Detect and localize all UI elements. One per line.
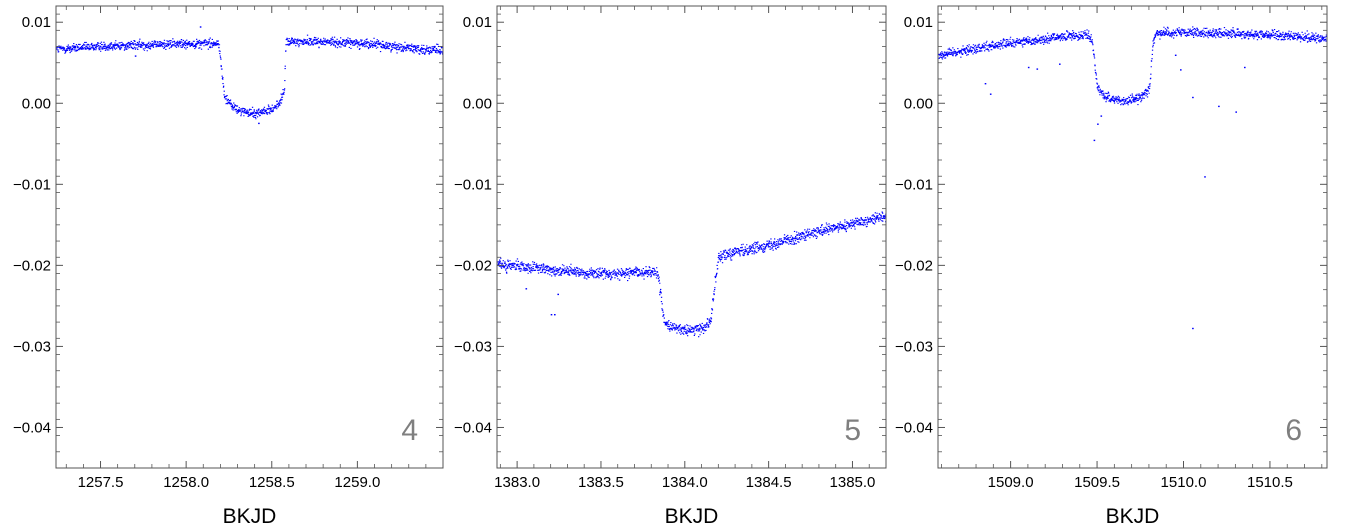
outlier-point: [1192, 96, 1194, 99]
data-points: [56, 26, 443, 125]
outlier-point: [1218, 105, 1220, 108]
y-tick-label: −0.02: [13, 257, 51, 274]
outlier-point: [199, 26, 202, 28]
panel-4: 0.01 0.00 −0.01 −0.02 −0.03 −0.04 1257.5 1258.0…: [13, 5, 444, 528]
x-axis-title: BKJD: [1106, 505, 1160, 528]
y-tick-label: −0.02: [454, 257, 492, 274]
y-tick-label: −0.01: [454, 176, 492, 193]
x-axis-title: BKJD: [223, 505, 277, 528]
x-tick-label: 1258.5: [249, 474, 295, 491]
y-tick-label: 0.00: [22, 95, 51, 112]
x-tick-label: 1383.5: [578, 474, 624, 491]
x-tick-label: 1258.0: [163, 474, 209, 491]
y-tick-label: −0.03: [895, 338, 933, 355]
x-tick-label: 1385.0: [830, 474, 876, 491]
outlier-point: [1174, 54, 1177, 56]
x-tick-label: 1384.5: [746, 474, 792, 491]
y-tick-label: −0.03: [454, 338, 492, 355]
panel-number-label: 6: [1285, 414, 1302, 447]
plot-frame: [937, 5, 1328, 469]
y-tick-label: −0.04: [895, 419, 933, 436]
outlier-point: [1027, 66, 1030, 69]
outlier-point: [1180, 69, 1182, 71]
outlier-point: [1097, 123, 1099, 125]
outlier-point: [1100, 115, 1103, 117]
outlier-point: [550, 314, 553, 316]
y-tick-label: 0.01: [22, 14, 51, 31]
point-cloud: [497, 211, 886, 338]
x-tick-label: 1259.0: [334, 474, 380, 491]
outlier-point: [984, 83, 987, 85]
x-tick-label: 1510.0: [1161, 474, 1207, 491]
x-axis-title: BKJD: [665, 505, 719, 528]
data-points: [938, 26, 1327, 330]
outlier-point: [1093, 139, 1096, 142]
x-tick-label: 1383.0: [494, 474, 540, 491]
outlier-point: [1204, 176, 1206, 178]
y-tick-label: −0.01: [13, 176, 51, 193]
point-cloud: [938, 26, 1327, 106]
outlier-point: [134, 55, 137, 57]
point-cloud: [56, 34, 443, 120]
x-tick-label: 1509.5: [1074, 474, 1120, 491]
outlier-point: [557, 293, 559, 296]
y-tick-label: −0.03: [13, 338, 51, 355]
panel-5: 0.01 0.00 −0.01 −0.02 −0.03 −0.04 1383.0 1383.5…: [454, 5, 887, 528]
outlier-point: [1036, 68, 1039, 70]
x-tick-label: 1257.5: [78, 474, 124, 491]
y-tick-label: 0.01: [904, 14, 933, 31]
panel-number-label: 5: [844, 414, 861, 447]
y-tick-label: −0.04: [454, 419, 492, 436]
panel-6: 0.01 0.00 −0.01 −0.02 −0.03 −0.04 1509.0 1509.5…: [895, 5, 1328, 528]
x-tick-label: 1510.5: [1247, 474, 1293, 491]
outlier-point: [1059, 63, 1061, 65]
outlier-point: [554, 314, 556, 316]
outlier-point: [989, 93, 992, 95]
y-tick-label: 0.01: [463, 14, 492, 31]
y-tick-label: 0.00: [463, 95, 492, 112]
plot-frame: [55, 5, 444, 469]
outlier-point: [1235, 111, 1237, 113]
y-tick-label: −0.02: [895, 257, 933, 274]
x-tick-label: 1509.0: [988, 474, 1034, 491]
y-tick-label: 0.00: [904, 95, 933, 112]
outlier-point: [525, 288, 528, 290]
plot-frame: [496, 5, 887, 469]
y-tick-label: −0.04: [13, 419, 51, 436]
outlier-point: [1244, 66, 1246, 69]
panel-number-label: 4: [401, 414, 418, 447]
outlier-point: [258, 122, 260, 125]
y-tick-label: −0.01: [895, 176, 933, 193]
x-tick-label: 1384.0: [662, 474, 708, 491]
data-points: [497, 211, 886, 338]
outlier-point: [1192, 327, 1194, 330]
